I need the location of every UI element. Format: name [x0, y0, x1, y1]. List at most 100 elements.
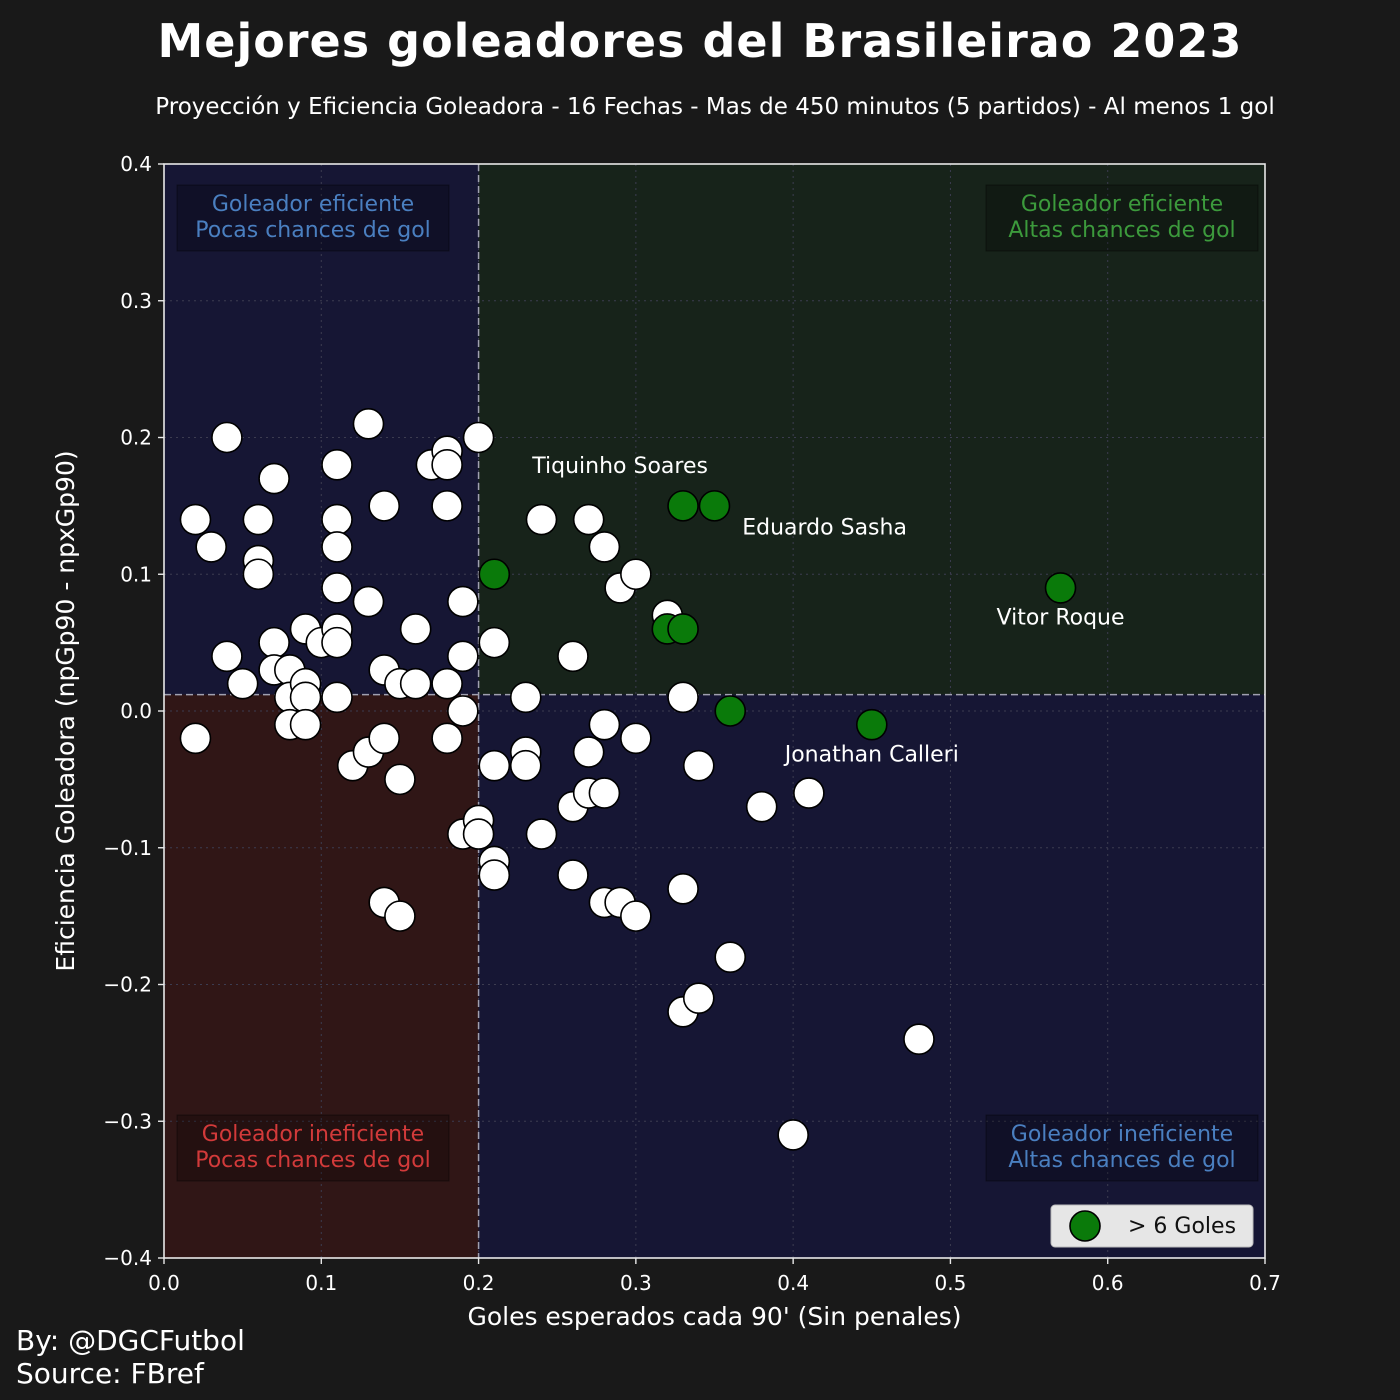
quadrant-label-box [985, 1114, 1259, 1182]
player-label: Eduardo Sasha [742, 515, 907, 540]
data-point [903, 1023, 935, 1055]
player-label: Tiquinho Soares [531, 454, 708, 479]
data-point [195, 531, 227, 563]
data-point [462, 818, 495, 850]
quadrant-label-line: Altas chances de gol [1008, 218, 1235, 243]
x-tick-label: 0.6 [1092, 1271, 1124, 1295]
data-point [384, 900, 416, 932]
x-tick-label: 0.4 [777, 1271, 809, 1295]
quadrant-label-box [985, 184, 1259, 252]
page-title: Mejores goleadores del Brasileirao 2023 [157, 14, 1243, 68]
y-tick-label: −0.1 [103, 836, 152, 860]
x-tick-label: 0.5 [935, 1271, 967, 1295]
data-point [399, 667, 432, 700]
quadrant-label-line: Goleador eficiente [212, 192, 414, 217]
data-point-highlight [667, 613, 699, 645]
data-point [447, 585, 479, 618]
data-point [682, 749, 715, 782]
data-point [321, 531, 353, 563]
data-point [588, 708, 621, 741]
y-tick-label: 0.4 [120, 152, 152, 176]
data-point [242, 503, 275, 536]
page-subtitle: Proyección y Eficiencia Goleadora - 16 F… [155, 94, 1275, 120]
axes: 0.0 0.1 0.2 0.3 0.4 0.5 0.6 0.70.40.30.20.10.0−… [51, 152, 1281, 1331]
data-point [179, 503, 212, 536]
legend-marker [1069, 1210, 1101, 1242]
data-point [321, 681, 353, 714]
data-points [179, 408, 1077, 1151]
quadrant-label-line: Goleador ineficiente [202, 1122, 424, 1147]
data-point [793, 777, 825, 809]
data-point [745, 790, 778, 823]
data-point [447, 640, 479, 673]
credit-source: Source: FBref [16, 1357, 204, 1390]
data-point-highlight [478, 558, 511, 591]
data-point [682, 982, 715, 1014]
quadrant-label-box [176, 184, 450, 252]
data-point [321, 503, 353, 536]
data-point [620, 722, 652, 755]
legend-box [1050, 1204, 1254, 1248]
data-point [321, 449, 353, 481]
data-point-highlight [855, 708, 888, 741]
y-tick-label: 0.2 [120, 426, 152, 450]
data-point [242, 558, 275, 591]
data-point [399, 613, 432, 645]
x-tick-label: 0.3 [620, 1271, 652, 1295]
data-point [447, 695, 479, 727]
credit-author: By: @DGCFutbol [16, 1324, 245, 1357]
data-point [620, 558, 652, 591]
data-point [572, 503, 605, 536]
data-point [462, 421, 495, 454]
data-point [321, 626, 353, 659]
data-point [431, 667, 463, 700]
data-point [557, 640, 589, 673]
data-point [179, 722, 212, 755]
x-tick-label: 0.7 [1249, 1271, 1281, 1295]
x-tick-label: 0.2 [463, 1271, 495, 1295]
data-point [352, 408, 385, 440]
x-tick-label: 0.0 [148, 1271, 180, 1295]
data-point [289, 681, 322, 714]
x-tick-label: 0.1 [305, 1271, 337, 1295]
data-point [352, 585, 385, 618]
data-point [620, 900, 652, 932]
data-point-highlight [667, 490, 699, 522]
data-point [588, 777, 621, 809]
quadrant-label-line: Goleador eficiente [1021, 192, 1223, 217]
data-point [525, 818, 558, 850]
x-axis-label: Goles esperados cada 90' (Sin penales) [467, 1302, 961, 1331]
data-point [211, 421, 243, 454]
y-tick-label: −0.2 [103, 973, 152, 997]
quadrant-top-right [478, 164, 1266, 695]
data-point [431, 449, 463, 481]
data-point [777, 1119, 809, 1151]
player-label: Vitor Roque [997, 606, 1125, 631]
quadrant-label-box [176, 1114, 450, 1182]
data-point [368, 490, 401, 522]
data-point [478, 626, 511, 659]
data-point [258, 626, 290, 659]
legend: > 6 Goles [1050, 1204, 1254, 1248]
player-annotations: Tiquinho Soares Eduardo Sasha Vitor Roque J… [531, 454, 1124, 768]
y-tick-label: −0.4 [103, 1246, 152, 1270]
quadrant-label-line: Goleador ineficiente [1011, 1122, 1233, 1147]
legend-label: > 6 Goles [1128, 1214, 1236, 1239]
quadrant-backgrounds [164, 164, 1266, 1258]
data-point [289, 708, 322, 741]
data-point [714, 941, 747, 973]
quadrant-label-line: Pocas chances de gol [195, 218, 431, 243]
quadrant-label-line: Altas chances de gol [1008, 1148, 1235, 1173]
data-point [384, 763, 416, 796]
data-point [667, 872, 699, 905]
y-tick-label: 0.0 [120, 699, 152, 723]
data-point [431, 722, 463, 755]
data-point [588, 531, 621, 563]
data-point [509, 749, 542, 782]
